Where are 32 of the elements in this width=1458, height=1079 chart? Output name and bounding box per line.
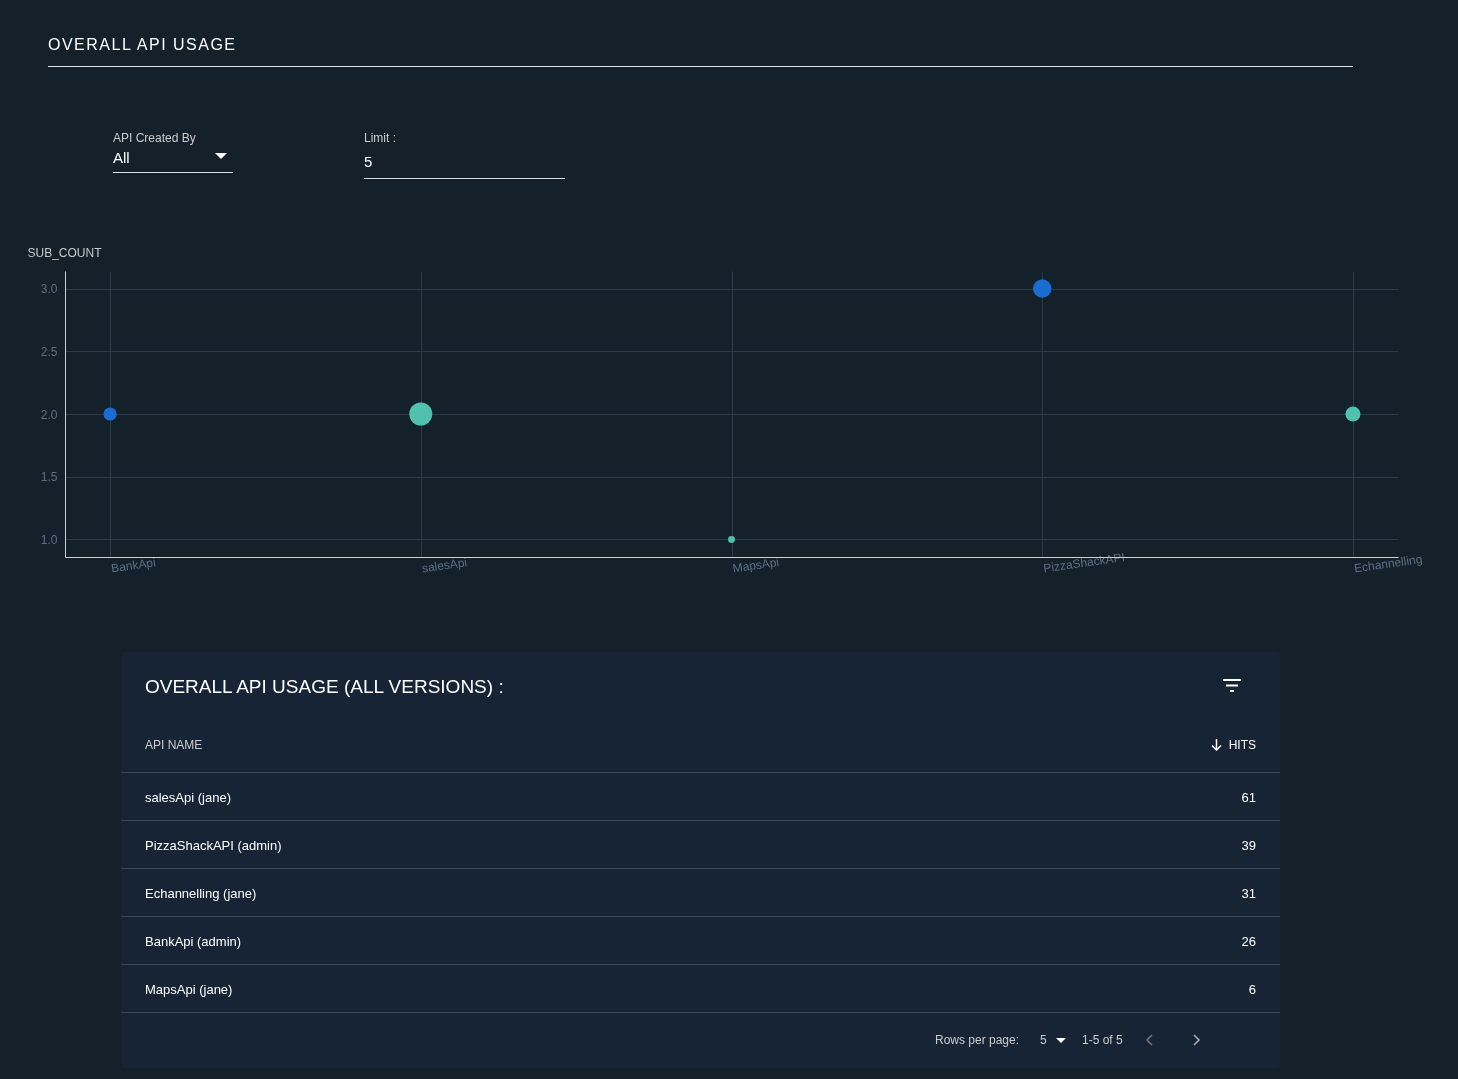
text: Rows per page: bbox=[935, 1033, 1020, 1047]
y-tick-label: 3.0 bbox=[40, 282, 58, 297]
x-tick-label: salesApi bbox=[421, 555, 468, 576]
x-tick-label: Echannelling bbox=[1353, 551, 1424, 576]
text: 5 bbox=[364, 153, 374, 170]
text: API NAME bbox=[145, 738, 203, 752]
data-label: 31 bbox=[1241, 886, 1256, 901]
text: Limit : bbox=[364, 131, 397, 145]
data-label: 61 bbox=[1241, 790, 1256, 805]
text: API Created By bbox=[113, 131, 197, 145]
category-label: BankApi (admin) bbox=[145, 934, 242, 949]
x-tick-label: MapsApi bbox=[731, 555, 780, 576]
category-label: salesApi (jane) bbox=[145, 790, 231, 805]
text: All bbox=[113, 149, 131, 166]
category-label: PizzaShackAPI (admin) bbox=[145, 838, 282, 853]
x-tick-label: PizzaShackAPI bbox=[1042, 550, 1126, 576]
y-tick-label: 2.0 bbox=[40, 407, 58, 422]
data-label: 6 bbox=[1248, 982, 1256, 997]
data-label: 26 bbox=[1241, 934, 1256, 949]
y-tick-label: 1.0 bbox=[40, 532, 58, 547]
y-tick-label: 2.5 bbox=[40, 344, 58, 359]
category-label: MapsApi (jane) bbox=[145, 982, 233, 997]
data-label: 39 bbox=[1241, 838, 1256, 853]
chart-title: OVERALL API USAGE bbox=[48, 36, 1353, 67]
category-label: Echannelling (jane) bbox=[145, 886, 257, 901]
y-axis-title: SUB_COUNT bbox=[27, 245, 103, 260]
text: HITS bbox=[1228, 738, 1256, 752]
text: OVERALL API USAGE (ALL VERSIONS) : bbox=[145, 676, 504, 698]
text: 1-5 of 5 bbox=[1082, 1033, 1123, 1047]
x-tick-label: BankApi bbox=[110, 555, 157, 576]
y-tick-label: 1.5 bbox=[40, 470, 58, 485]
text: 5 bbox=[1040, 1033, 1047, 1047]
